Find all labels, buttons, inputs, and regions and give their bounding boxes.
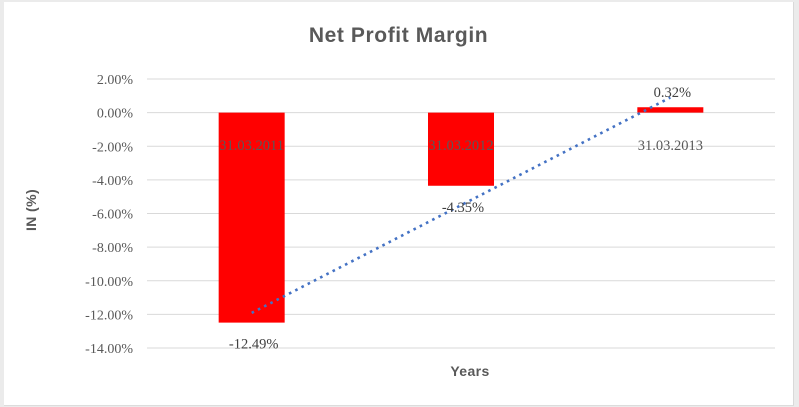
y-tick-label: -10.00% xyxy=(85,275,133,290)
y-tick-label: -14.00% xyxy=(85,342,133,357)
trendline xyxy=(251,96,671,315)
y-tick-label: -2.00% xyxy=(92,140,133,155)
category-label: 31.03.2011 xyxy=(219,138,284,154)
bar-value-label: 0.32% xyxy=(654,85,691,101)
y-axis-title: IN (%) xyxy=(23,188,39,232)
chart-background xyxy=(4,2,794,406)
bar-value-label: -4.35% xyxy=(442,200,484,216)
category-label: 31.03.2013 xyxy=(638,138,703,154)
x-axis-title: Years xyxy=(450,363,490,379)
bar-value-label: -12.49% xyxy=(229,337,279,353)
y-tick-label: -8.00% xyxy=(92,241,133,256)
y-tick-label: 0.00% xyxy=(97,107,134,122)
bar xyxy=(428,112,494,186)
category-label: 31.03.2012 xyxy=(428,138,493,154)
y-tick-label: -6.00% xyxy=(92,208,133,223)
chart-title: Net Profit Margin xyxy=(308,24,489,47)
y-tick-label: -4.00% xyxy=(92,174,133,189)
y-tick-label: 2.00% xyxy=(97,73,134,88)
y-tick-label: -12.00% xyxy=(85,308,133,323)
bar xyxy=(637,107,704,113)
bar xyxy=(218,112,285,323)
